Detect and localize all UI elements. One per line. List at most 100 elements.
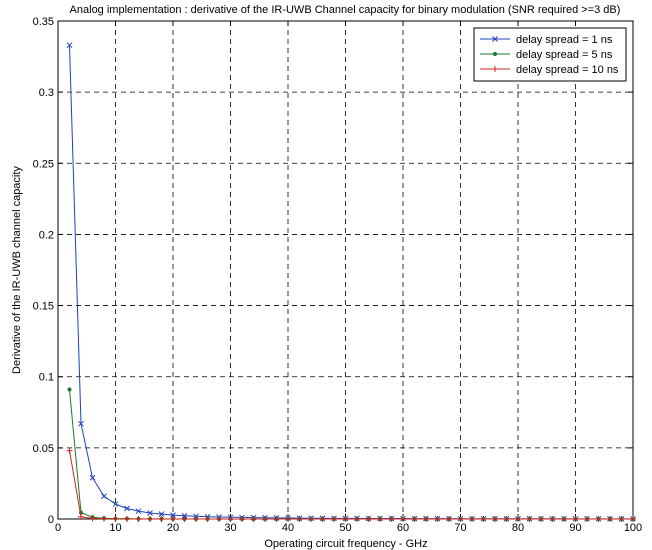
- series-1-point: [78, 420, 84, 427]
- series-1-point: [181, 512, 188, 519]
- series-3-point: [319, 516, 326, 522]
- y-tick-label: 0.35: [33, 16, 54, 28]
- series-3: [66, 447, 636, 522]
- series-3-point: [170, 515, 176, 522]
- x-tick-label: 40: [282, 522, 294, 534]
- series-3-point: [101, 515, 107, 522]
- series-1-point-stroke: [66, 42, 73, 49]
- series-3-point: [503, 516, 510, 522]
- series-3-point: [227, 515, 234, 522]
- series-3-point: [365, 516, 372, 522]
- x-tick-label: 60: [397, 522, 409, 534]
- x-tick-label: 70: [454, 522, 466, 534]
- series-1-point-stroke: [158, 511, 165, 518]
- x-tick-label: 100: [624, 522, 642, 534]
- series-3-point: [595, 516, 602, 522]
- y-axis-label: Derivative of the IR-UWB channel capacit…: [11, 166, 23, 374]
- series-1-point-stroke: [112, 501, 119, 507]
- x-tick-label: 0: [55, 522, 61, 534]
- series-3-point: [526, 516, 533, 522]
- series-1-point-stroke: [135, 508, 142, 515]
- series-3-point: [250, 516, 257, 522]
- grid-lines: [58, 21, 633, 519]
- x-axis-label: Operating circuit frequency - GHz: [264, 538, 427, 550]
- series-3-point: [400, 516, 406, 522]
- series-3-point: [112, 515, 119, 522]
- series-3-point: [342, 516, 349, 522]
- legend-label: delay spread = 1 ns: [516, 34, 613, 46]
- legend-item: delay spread = 1 ns: [480, 34, 613, 46]
- series-1-point-stroke: [181, 512, 188, 519]
- series-3-point: [135, 515, 142, 522]
- x-tick-label: 50: [339, 522, 351, 534]
- series-1-point-stroke: [147, 510, 153, 516]
- series-3-point: [584, 516, 590, 522]
- legend-item: delay spread = 10 ns: [480, 64, 619, 76]
- series-3-point: [457, 516, 464, 522]
- series-3-point: [423, 516, 429, 522]
- series-3-point: [411, 516, 418, 522]
- series-3-point: [388, 516, 395, 522]
- series-3-point: [492, 516, 498, 522]
- series-3-point: [549, 516, 556, 522]
- series-2-point: [67, 387, 72, 392]
- series-3-point: [66, 447, 73, 454]
- series-3-point: [78, 513, 84, 520]
- chart-title: Analog implementation : derivative of th…: [70, 4, 621, 16]
- legend-item: delay spread = 5 ns: [480, 49, 613, 61]
- series-3-point: [124, 515, 130, 522]
- series-3-point: [446, 516, 452, 522]
- series-3-point: [480, 516, 487, 522]
- x-tick-label: 30: [224, 522, 236, 534]
- series-3-point: [377, 516, 383, 522]
- series-1-point: [112, 501, 119, 507]
- series-3-point: [308, 516, 314, 522]
- series-3-point: [572, 516, 579, 522]
- series-3-point: [561, 516, 567, 522]
- series-3-point: [147, 515, 153, 522]
- series-3-point: [607, 516, 613, 522]
- y-tick-label: 0.15: [33, 301, 54, 313]
- series-3-point: [331, 516, 337, 522]
- legend-swatch-marker: [492, 36, 498, 42]
- series-1-point-stroke: [124, 505, 130, 512]
- y-tick-label: 0.1: [39, 372, 54, 384]
- legend-swatch-marker-stroke: [492, 36, 498, 42]
- series-1-point: [147, 510, 153, 516]
- y-tick-label: 0.2: [39, 229, 54, 241]
- series-3-point: [193, 515, 199, 522]
- series-1-point: [101, 493, 107, 500]
- series-3-point: [296, 516, 303, 522]
- y-tick-label: 0: [48, 514, 54, 526]
- series-1-point-stroke: [78, 420, 84, 427]
- series-3-point: [538, 516, 544, 522]
- series-3-point: [158, 515, 165, 522]
- series-3-point: [89, 515, 96, 522]
- series-3-point: [285, 516, 291, 522]
- series-3-point: [204, 515, 211, 522]
- series-1-point-stroke: [89, 474, 96, 481]
- series-3-point: [469, 516, 475, 522]
- series-1-point: [124, 505, 130, 512]
- y-tick-label: 0.3: [39, 87, 54, 99]
- x-tick-label: 90: [569, 522, 581, 534]
- series-1-point: [158, 511, 165, 518]
- series-3-point: [239, 516, 245, 522]
- x-tick-label: 80: [512, 522, 524, 534]
- legend-label: delay spread = 5 ns: [516, 49, 613, 61]
- series-3-point: [181, 515, 188, 522]
- y-tick-label: 0.25: [33, 158, 54, 170]
- series-3-point: [262, 516, 268, 522]
- legend-swatch-marker: [492, 66, 498, 72]
- series-1-point: [170, 512, 176, 519]
- x-tick-label: 10: [109, 522, 121, 534]
- series-3-point: [273, 516, 280, 522]
- series-1-point-stroke: [101, 493, 107, 500]
- legend: delay spread = 1 ns delay spread = 5 ns de…: [473, 27, 627, 82]
- series-3-point: [515, 516, 521, 522]
- series-3-point: [216, 515, 222, 522]
- series-1-point-stroke: [170, 512, 176, 519]
- series-1-point: [66, 42, 73, 49]
- legend-label: delay spread = 10 ns: [516, 64, 619, 76]
